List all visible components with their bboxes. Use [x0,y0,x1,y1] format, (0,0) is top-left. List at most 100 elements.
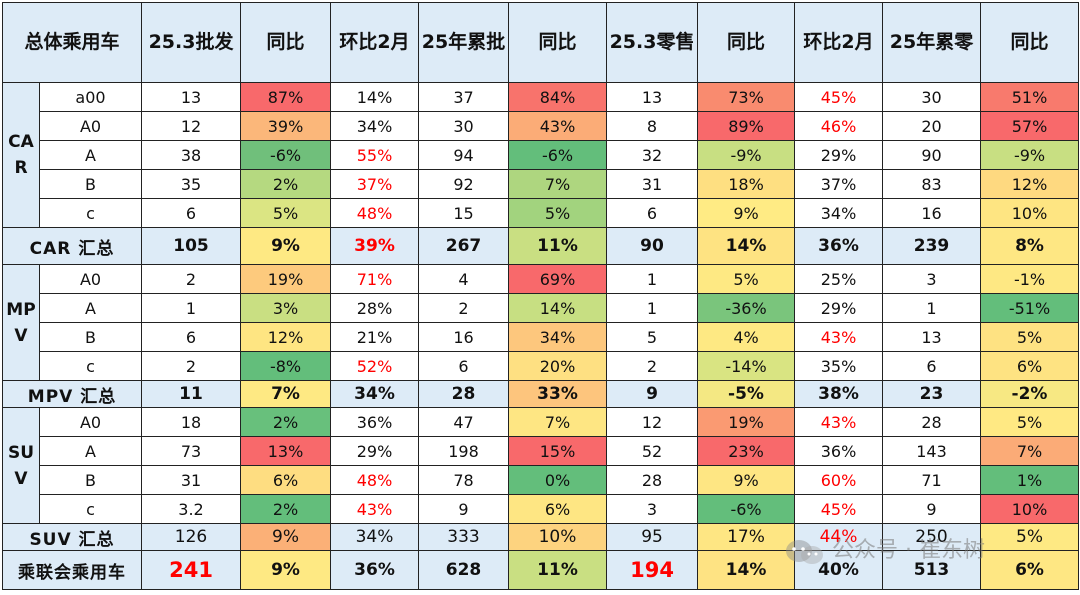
cell-value: 12% [1011,174,1048,194]
cell-value: 267 [445,236,482,256]
table-cell: 55% [330,140,420,170]
cell-value: 18% [728,174,764,194]
table-cell: 9 [882,494,982,524]
cell-value: 3% [272,298,299,318]
table-cell: 9% [240,550,332,590]
table-cell: -51% [980,293,1080,323]
cell-value: 9% [733,470,759,490]
table-cell: 20% [508,351,608,381]
cell-value: 29% [820,298,857,318]
table-cell: 12% [980,169,1080,199]
table-cell: 1 [606,264,699,294]
cell-value: 5% [1016,327,1043,347]
cell-value: 2 [185,356,197,376]
cell-value: 78 [453,470,474,490]
table-cell: 126 [141,523,242,551]
cell-value: 126 [174,527,208,547]
table-cell: 48% [330,465,420,495]
table-cell: 83 [882,169,982,199]
header-cell: 25.3批发 [141,2,242,83]
cell-value: 19% [728,412,764,432]
cell-value: 31 [641,174,663,194]
cell-value: 39% [267,116,304,136]
table-cell: 5 [606,322,699,352]
table-cell: 90 [606,227,699,265]
cell-value: 6 [926,356,937,376]
table-cell: 87% [240,82,332,112]
cell-value: 55% [356,145,393,165]
table-cell: 1 [606,293,699,323]
table-cell: 6% [240,465,332,495]
table-cell: 5% [697,264,796,294]
table-cell: 19% [697,407,796,437]
table-cell: 35% [794,351,884,381]
table-cell: 4 [418,264,510,294]
table-cell: 40% [794,550,884,590]
cell-value: 12% [267,327,304,347]
table-cell: 15% [508,436,608,466]
cell-value: -36% [725,298,767,318]
cell-value: 36% [820,441,857,461]
cell-value: 17% [727,527,765,547]
cell-value: 71% [356,269,393,289]
cell-value: 18 [180,412,202,432]
table-cell: -14% [697,351,796,381]
cell-value: 2% [272,412,299,432]
cell-value: 25% [820,269,857,289]
table-cell: 36% [330,550,420,590]
cell-value: -8% [269,356,302,376]
cell-value: -9% [730,145,762,165]
header-cell: 25年累批 [418,2,510,83]
cell-value: 92 [453,174,474,194]
summary-row: MPV 汇总 11 7% 34% 28 33% 9 -5% 38% 23 -2% [1,380,1080,408]
cell-value: 47 [453,412,474,432]
table-cell: 2 [606,351,699,381]
cell-value: 13 [180,87,202,107]
table-cell: -36% [697,293,796,323]
cell-value: 8 [646,116,658,136]
table-cell: 33% [508,380,608,408]
cell-value: 45% [820,87,857,107]
segment-label: A0 [38,407,143,437]
cell-value: 7% [271,384,300,404]
cell-value: 30 [453,116,474,136]
segment-label: c [38,351,143,381]
header-cell: 25.3零售 [606,2,699,83]
total-row: 乘联会乘用车 241 9% 36% 628 11% 194 14% 40% 513 6% [1,550,1080,590]
table-cell: 8% [980,227,1080,265]
cell-value: 28 [641,470,663,490]
table-cell: 18 [141,407,242,437]
table-cell: 92 [418,169,510,199]
table-cell: 16 [418,322,510,352]
cell-value: 23 [919,384,944,404]
header-cell: 环比2月 [794,2,884,83]
cell-value: 2% [272,499,299,519]
table-cell: 9% [240,523,332,551]
table-cell: 18% [697,169,796,199]
cell-value: 13 [921,327,942,347]
table-cell: -6% [240,140,332,170]
table-cell: 39% [240,111,332,141]
cell-value: 10% [538,527,577,547]
cell-value: 52 [641,441,663,461]
cell-value: 60% [820,470,857,490]
cell-value: 239 [913,236,950,256]
cell-value: 34% [356,116,393,136]
cell-value: 13 [641,87,663,107]
table-cell: 2 [141,264,242,294]
table-cell: 43% [794,407,884,437]
table-cell: 14% [697,550,796,590]
cell-value: 105 [173,236,209,256]
cell-value: 4% [733,327,759,347]
cell-value: -2% [1011,384,1048,404]
table-cell: 10% [508,523,608,551]
group-label: SU V [2,407,40,524]
table-cell: 36% [794,436,884,466]
cell-value: 51% [1011,87,1048,107]
table-cell: -9% [980,140,1080,170]
table-cell: 3 [606,494,699,524]
table-row: B 31 6% 48% 78 0% 28 9% 60% 71 1% [3,465,1080,495]
header-cell: 同比 [240,2,332,83]
cell-value: -1% [1013,269,1046,289]
